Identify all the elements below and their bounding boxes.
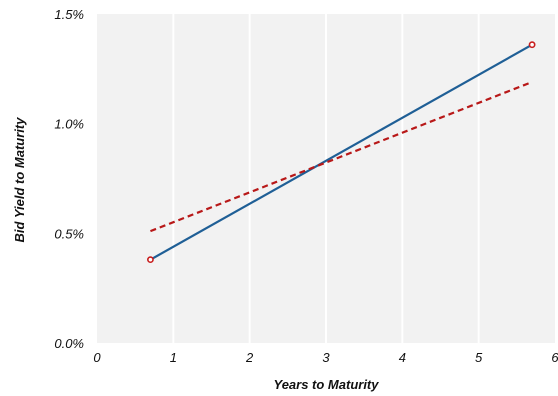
y-axis-title: Bid Yield to Maturity [12,117,27,243]
x-tick-labels: 0 1 2 3 4 5 6 [93,350,558,365]
dashed-series-line-1 [150,80,533,233]
x-tick-label-5: 5 [475,350,483,365]
grid [172,14,480,343]
y-tick-label-0.5: 0.5% [54,226,84,241]
x-tick-label-0: 0 [93,350,101,365]
series [147,41,536,264]
y-tick-label-1: 1.0% [54,117,84,132]
data-point-2-0 [147,256,154,264]
y-tick-label-0: 0.0% [54,336,84,351]
x-tick-label-2: 2 [245,350,254,365]
y-tick-labels: 0.0% 0.5% 1.0% 1.5% [54,7,84,351]
x-tick-label-6: 6 [551,350,558,365]
x-tick-label-1: 1 [170,350,177,365]
y-tick-label-1.5: 1.5% [54,7,84,22]
x-tick-label-4: 4 [399,350,406,365]
x-axis-title: Years to Maturity [274,377,380,392]
solid-series-line-0 [149,43,533,261]
data-point-2-1 [528,41,536,49]
x-tick-label-3: 3 [322,350,330,365]
